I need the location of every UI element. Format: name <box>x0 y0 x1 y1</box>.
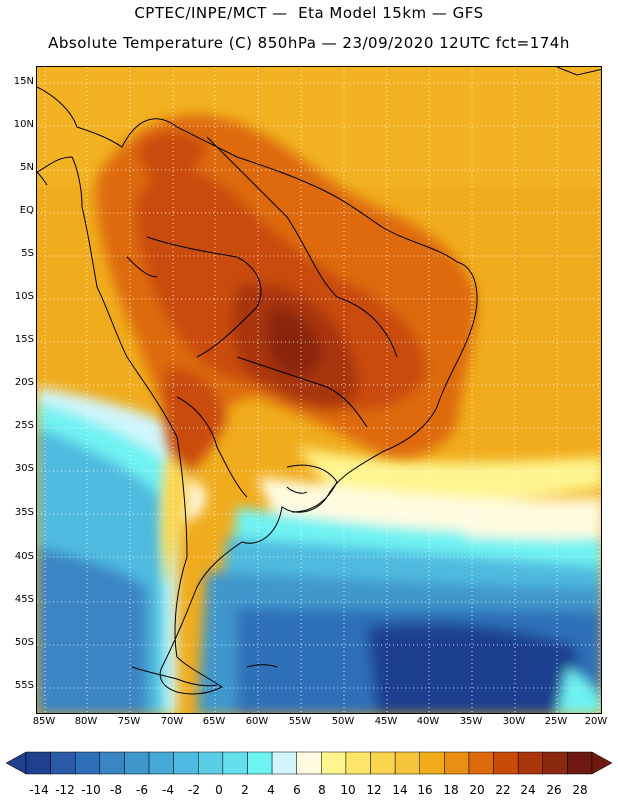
colorbar-swatch <box>50 751 76 775</box>
colorbar-label: -14 <box>29 783 49 797</box>
colorbar-swatch <box>493 751 519 775</box>
colorbar-swatch <box>222 751 248 775</box>
lat-label: 35S <box>14 507 34 518</box>
colorbar-swatch <box>370 751 396 775</box>
lat-label: 5S <box>21 248 34 259</box>
lat-label: 10S <box>14 291 34 302</box>
lat-label: 45S <box>14 594 34 605</box>
temperature-field <box>37 67 601 713</box>
lat-label: 50S <box>14 637 34 648</box>
colorbar-label: 20 <box>469 783 485 797</box>
colorbar-label: -4 <box>162 783 174 797</box>
colorbar-label: 6 <box>293 783 301 797</box>
lat-label: 10N <box>13 119 34 130</box>
lat-label: 5N <box>20 162 34 173</box>
colorbar-swatch <box>394 751 420 775</box>
colorbar-swatch <box>247 751 273 775</box>
colorbar-label: 12 <box>366 783 382 797</box>
lon-label: 25W <box>544 716 568 727</box>
colorbar-swatch <box>271 751 297 775</box>
colorbar-swatch <box>148 751 174 775</box>
colorbar-arrow-low <box>6 751 27 775</box>
colorbar-swatch <box>198 751 224 775</box>
colorbar-label: 0 <box>215 783 223 797</box>
lat-label: 15S <box>14 334 34 345</box>
colorbar-swatch <box>321 751 347 775</box>
lon-label: 85W <box>32 716 56 727</box>
colorbar-swatch <box>468 751 494 775</box>
lon-label: 50W <box>331 716 355 727</box>
lon-label: 20W <box>584 716 608 727</box>
colorbar-swatch <box>345 751 371 775</box>
colorbar-label: -6 <box>136 783 148 797</box>
lat-label: 20S <box>14 377 34 388</box>
colorbar-label: 8 <box>318 783 326 797</box>
lon-label: 80W <box>74 716 98 727</box>
colorbar-swatch <box>74 751 101 775</box>
colorbar-swatch <box>99 751 125 775</box>
lat-label: 25S <box>14 420 34 431</box>
colorbar-swatch <box>25 751 51 775</box>
colorbar-swatch <box>444 751 470 775</box>
lon-label: 55W <box>288 716 312 727</box>
colorbar-label: -10 <box>81 783 101 797</box>
map-subtitle: Absolute Temperature (C) 850hPa — 23/09/… <box>48 34 570 52</box>
colorbar-swatch <box>567 751 593 775</box>
temperature-map <box>36 66 602 714</box>
colorbar-label: -12 <box>55 783 75 797</box>
lon-label: 70W <box>160 716 184 727</box>
lat-label: 40S <box>14 551 34 562</box>
colorbar-label: 10 <box>340 783 356 797</box>
colorbar-arrow-high <box>591 751 612 775</box>
lon-label: 75W <box>117 716 141 727</box>
lat-label: 15N <box>13 76 34 87</box>
colorbar-label: 26 <box>546 783 562 797</box>
colorbar-label: -8 <box>110 783 122 797</box>
colorbar-label: 24 <box>520 783 536 797</box>
lat-label: EQ <box>19 205 34 216</box>
color-scale-bar <box>6 751 612 775</box>
colorbar-label: -2 <box>188 783 200 797</box>
lon-label: 30W <box>502 716 526 727</box>
lon-label: 40W <box>416 716 440 727</box>
colorbar-label: 18 <box>443 783 459 797</box>
lon-label: 65W <box>202 716 226 727</box>
lat-label: 55S <box>14 680 34 691</box>
colorbar-swatch <box>517 751 544 775</box>
lon-label: 60W <box>245 716 269 727</box>
map-title: CPTEC/INPE/MCT — Eta Model 15km — GFS <box>134 4 484 22</box>
colorbar-swatch <box>124 751 150 775</box>
colorbar-label: 4 <box>267 783 275 797</box>
lat-label: 30S <box>14 463 34 474</box>
lon-label: 45W <box>374 716 398 727</box>
colorbar-label: 16 <box>417 783 433 797</box>
colorbar-label: 28 <box>572 783 588 797</box>
colorbar-swatch <box>419 751 445 775</box>
colorbar-label: 2 <box>241 783 249 797</box>
colorbar-swatch <box>542 751 568 775</box>
colorbar-label: 22 <box>495 783 511 797</box>
lon-label: 35W <box>459 716 483 727</box>
colorbar-swatch <box>296 751 322 775</box>
colorbar-label: 14 <box>392 783 408 797</box>
colorbar-swatch <box>173 751 199 775</box>
